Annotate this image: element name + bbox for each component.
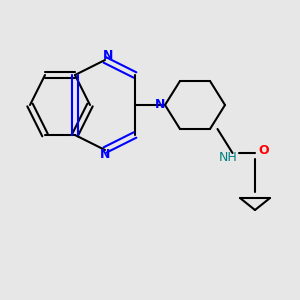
Text: N: N (100, 148, 110, 161)
Text: NH: NH (219, 151, 237, 164)
Text: N: N (155, 98, 166, 112)
Text: O: O (259, 143, 269, 157)
Text: N: N (103, 49, 113, 62)
